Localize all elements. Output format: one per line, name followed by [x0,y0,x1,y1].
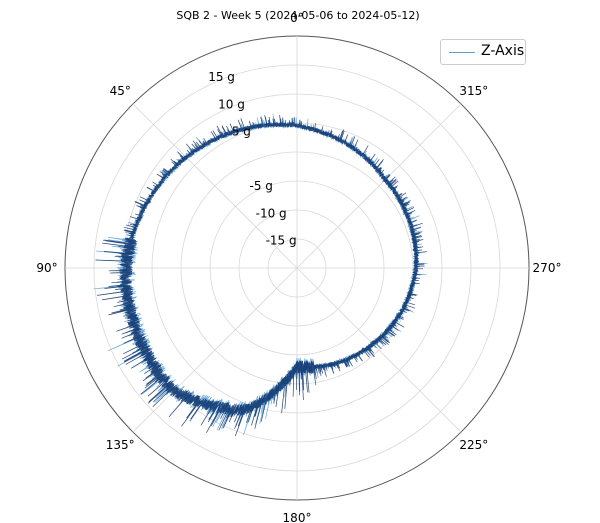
radial-tick-label: -15 g [266,234,297,248]
legend-label-z-axis: Z-Axis [481,43,525,59]
radial-tick-label: 10 g [218,97,245,111]
legend-swatch-z-axis [449,52,475,53]
angle-tick-labels: 0° 45° 90° 135° 180° 225° 270° 315° [36,11,561,523]
radial-tick-label: -5 g [250,179,273,193]
angular-gridline [132,103,298,269]
angle-tick-label: 315° [459,84,488,98]
angle-tick-label: 180° [283,511,312,523]
polar-grid [64,35,530,501]
radial-tick-label: 5 g [232,125,251,139]
radial-tick-labels: -15 g -10 g -5 g 5 g 10 g 15 g [208,70,296,248]
radial-tick-label: -10 g [256,206,287,220]
series-z-axis [93,114,428,437]
angular-gridline [296,267,462,433]
series-line [95,114,427,437]
angle-tick-label: 90° [36,261,57,275]
legend: Z-Axis [440,39,526,65]
angle-tick-label: 135° [106,438,135,452]
angle-tick-label: 45° [110,84,131,98]
chart-title: SQB 2 - Week 5 (2024-05-06 to 2024-05-12… [176,9,419,22]
angle-tick-label: 225° [459,438,488,452]
angular-gridline [132,267,298,433]
angular-gridline [296,103,462,269]
radial-tick-label: 15 g [208,70,235,84]
angle-tick-label: 0° [290,11,304,25]
angle-tick-label: 270° [533,261,562,275]
